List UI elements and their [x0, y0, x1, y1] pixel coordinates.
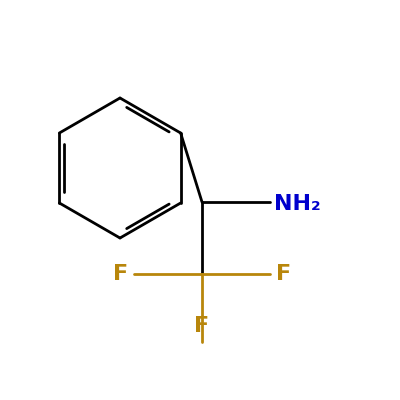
- Text: F: F: [276, 264, 291, 284]
- Text: NH₂: NH₂: [274, 194, 321, 214]
- Text: F: F: [113, 264, 128, 284]
- Text: F: F: [194, 316, 210, 336]
